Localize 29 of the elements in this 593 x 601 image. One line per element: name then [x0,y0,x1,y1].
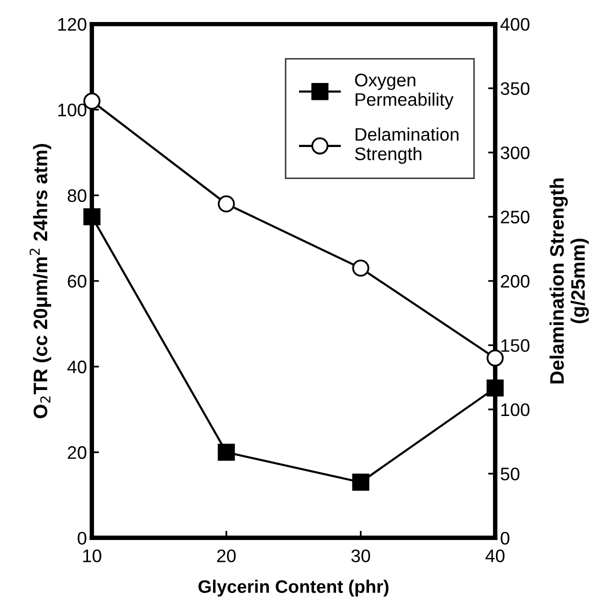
y-tick-label: 60 [68,274,86,288]
legend-label: Oxygen Permeability [355,74,454,110]
y-tick-label: 100 [58,104,86,116]
x-tick-label: 30 [351,549,370,562]
y2-tick-label: 200 [500,274,530,288]
y2-tick-label: 100 [501,403,530,416]
y2-tick-label: 0 [500,532,510,545]
legend-label: Delamination Strength [355,128,458,164]
y-tick-label: 20 [68,446,86,459]
y2-tick-label: 300 [500,146,530,160]
y2-tick-label: 400 [500,18,530,31]
point [218,444,235,461]
y-tick-label: 120 [58,18,86,31]
y-tick-label: 0 [78,532,86,545]
x-tick-label: 40 [486,549,504,562]
x-axis-title: Glycerin Content (phr) [198,580,388,597]
y-axis-title: O$_{2}$TR (cc 20μm/m$^{2}$ 24hrs atm) [30,144,52,418]
x-tick-label: 10 [83,549,102,562]
y2-tick-label: 350 [500,82,530,95]
y2-tick-label: 150 [501,339,530,352]
y2-tick-label: 250 [500,210,530,224]
y2-axis-title: Delamination Strength (g/25mm) [550,178,589,384]
y2-tick-label: 50 [500,468,520,480]
point [352,474,370,491]
point [218,195,235,212]
point [352,260,370,277]
y-tick-label: 40 [67,360,86,374]
x-tick-label: 20 [217,549,236,562]
y-tick-label: 80 [68,189,86,202]
